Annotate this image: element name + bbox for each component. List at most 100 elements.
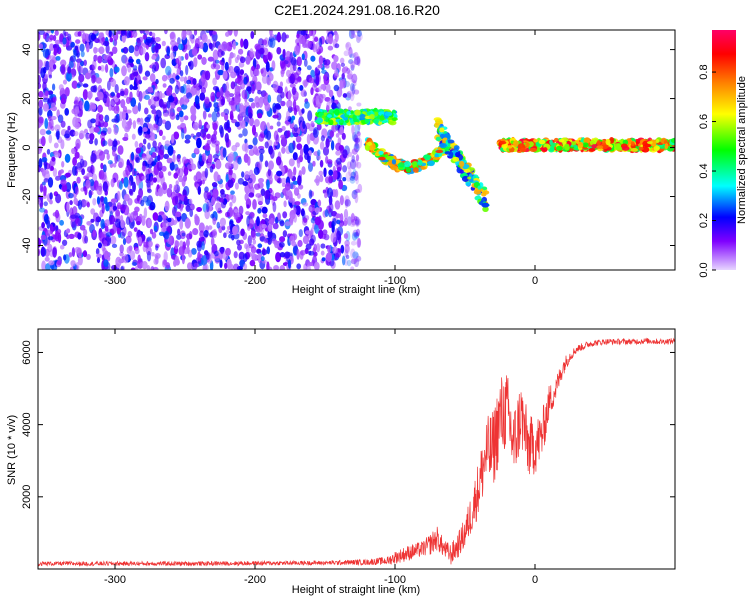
- heatmap-cell: [181, 128, 185, 140]
- heatmap-cell: [354, 158, 359, 168]
- heatmap-cell: [168, 183, 173, 190]
- heatmap-cell: [149, 126, 154, 133]
- heatmap-cell: [154, 253, 161, 259]
- heatmap-cell: [501, 143, 509, 149]
- heatmap-cell: [189, 208, 194, 218]
- heatmap-cell: [111, 46, 118, 55]
- heatmap-cell: [248, 112, 253, 119]
- heatmap-cell: [169, 77, 175, 84]
- heatmap-cell: [439, 133, 446, 139]
- heatmap-cell: [314, 178, 320, 184]
- heatmap-cell: [320, 233, 327, 240]
- heatmap-cell: [97, 91, 104, 101]
- heatmap-cell: [103, 259, 109, 267]
- heatmap-cell: [177, 228, 181, 236]
- heatmap-cell: [293, 213, 297, 223]
- heatmap-cell: [71, 80, 78, 89]
- heatmap-cell: [318, 37, 323, 47]
- heatmap-cell: [60, 59, 67, 67]
- heatmap-cell: [551, 142, 556, 148]
- heatmap-cell: [54, 124, 61, 132]
- heatmap-cell: [63, 254, 67, 261]
- heatmap-cell: [152, 123, 159, 131]
- heatmap-cell: [276, 121, 281, 127]
- y-tick-label: 2000: [21, 485, 33, 509]
- heatmap-cell: [332, 124, 337, 133]
- heatmap-cell: [130, 267, 136, 270]
- heatmap-cell: [327, 245, 332, 253]
- heatmap-cell: [147, 218, 151, 228]
- heatmap-cell: [333, 55, 339, 63]
- heatmap-cell: [211, 111, 218, 122]
- heatmap-cell: [267, 168, 272, 177]
- heatmap-cell: [60, 97, 67, 105]
- heatmap-cell: [323, 74, 328, 81]
- heatmap-cell: [208, 101, 212, 108]
- heatmap-cell: [218, 197, 225, 203]
- heatmap-cell: [279, 81, 284, 88]
- heatmap-cell: [280, 69, 286, 75]
- heatmap-cell: [128, 245, 133, 252]
- heatmap-cell: [117, 145, 124, 155]
- heatmap-cell: [255, 102, 260, 108]
- heatmap-cell: [354, 137, 361, 144]
- heatmap-cell: [128, 58, 134, 63]
- heatmap-cell: [332, 110, 339, 114]
- heatmap-cell: [230, 190, 235, 195]
- heatmap-cell: [298, 229, 303, 238]
- heatmap-cell: [348, 46, 353, 58]
- heatmap-cell: [343, 50, 349, 57]
- heatmap-cell: [251, 65, 256, 72]
- heatmap-cell: [319, 174, 324, 183]
- heatmap-cell: [296, 159, 301, 169]
- heatmap-cell: [54, 39, 61, 45]
- heatmap-cell: [160, 57, 167, 69]
- heatmap-cell: [427, 160, 435, 167]
- heatmap-cell: [212, 122, 218, 131]
- heatmap-cell: [318, 170, 324, 176]
- heatmap-cell: [293, 45, 301, 56]
- heatmap-cell: [230, 71, 237, 79]
- heatmap-cell: [151, 231, 157, 239]
- heatmap-cell: [248, 192, 255, 198]
- heatmap-cell: [38, 82, 42, 90]
- heatmap-cell: [124, 57, 129, 66]
- heatmap-cell: [354, 188, 361, 194]
- colorbar-gradient: [712, 30, 736, 270]
- heatmap-cell: [101, 244, 106, 252]
- heatmap-cell: [356, 130, 361, 140]
- heatmap-cell: [299, 84, 304, 92]
- snr-plot-area: [38, 329, 675, 569]
- heatmap-cell: [172, 45, 179, 52]
- heatmap-cell: [46, 121, 52, 131]
- heatmap-cell: [80, 50, 85, 58]
- y-tick-label: 20: [21, 92, 33, 104]
- x-tick-label: -100: [384, 275, 406, 287]
- heatmap-cell: [109, 37, 114, 43]
- heatmap-cell: [243, 38, 249, 50]
- heatmap-cell: [82, 228, 88, 237]
- heatmap-cell: [86, 253, 91, 261]
- heatmap-cell: [120, 219, 125, 229]
- heatmap-cell: [222, 70, 228, 80]
- heatmap-cell: [104, 114, 110, 123]
- heatmap-cell: [378, 156, 386, 161]
- heatmap-cell: [533, 138, 538, 143]
- heatmap-cell: [253, 183, 261, 190]
- heatmap-cell: [351, 73, 358, 84]
- heatmap-cell: [114, 115, 119, 124]
- heatmap-cell: [162, 135, 166, 141]
- heatmap-cell: [195, 86, 200, 96]
- heatmap-cell: [47, 90, 54, 96]
- heatmap-cell: [178, 43, 184, 51]
- heatmap-cell: [74, 106, 80, 115]
- heatmap-cell: [353, 231, 360, 239]
- heatmap-cell: [106, 127, 112, 135]
- heatmap-cell: [244, 142, 249, 154]
- heatmap-cell: [97, 104, 103, 113]
- heatmap-cell: [111, 243, 118, 249]
- heatmap-cell: [135, 58, 141, 65]
- heatmap-cell: [146, 157, 153, 165]
- heatmap-cell: [356, 161, 362, 169]
- heatmap-cell: [203, 230, 209, 238]
